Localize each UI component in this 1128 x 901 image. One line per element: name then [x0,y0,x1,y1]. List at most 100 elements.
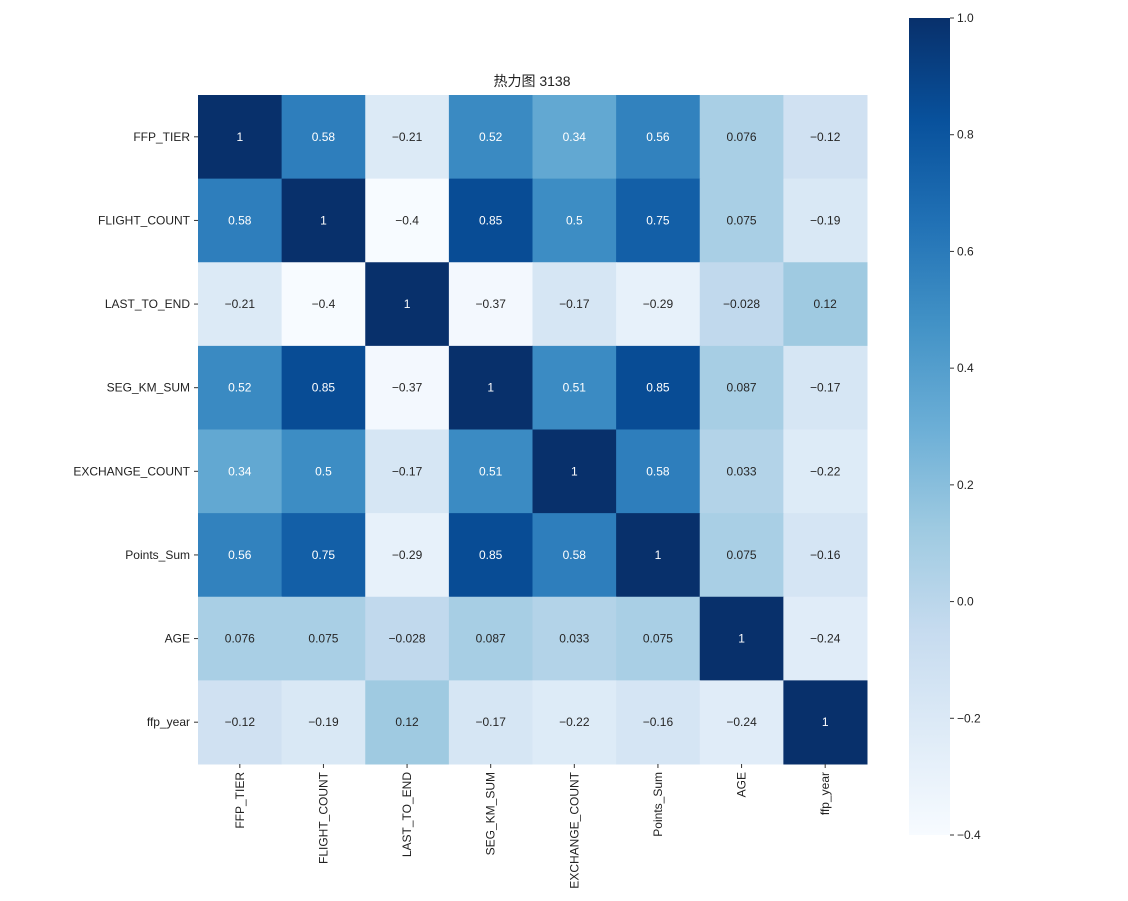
cell-annotation: 1 [236,130,243,144]
cell-annotation: 0.087 [727,381,757,395]
heatmap-cell [783,429,868,514]
cell-annotation: 0.075 [727,213,757,227]
heatmap-cell [198,345,283,430]
heatmap-cell [448,262,533,347]
heatmap-cell [281,596,366,681]
cell-annotation: −0.028 [389,632,426,646]
y-tick-label: FFP_TIER [133,130,190,144]
colorbar-tick-label: −0.4 [957,828,981,842]
x-tick-label: LAST_TO_END [400,772,414,857]
cell-annotation: −0.12 [810,130,841,144]
heatmap-cell [783,596,868,681]
cell-annotation: −0.17 [559,297,590,311]
x-tick-label: ffp_year [818,772,832,815]
cell-annotation: 0.58 [228,213,252,227]
cell-annotation: 0.58 [646,464,670,478]
heatmap-cell [365,262,450,347]
cell-annotation: 0.5 [315,464,332,478]
cell-annotation: 1 [738,632,745,646]
cell-annotation: −0.37 [392,381,423,395]
heatmap-cell [281,513,366,598]
heatmap-cell [616,262,701,347]
heatmap-cell [699,95,784,180]
cell-annotation: −0.37 [476,297,507,311]
heatmap-cell [532,596,617,681]
heatmap-cell [198,680,283,765]
cell-annotation: 0.5 [566,213,583,227]
cell-annotation: 1 [655,548,662,562]
cell-annotation: 0.075 [643,632,673,646]
heatmap-cell [532,429,617,514]
cell-annotation: 0.12 [814,297,838,311]
cell-annotation: 0.34 [563,130,587,144]
cell-annotation: 0.076 [727,130,757,144]
y-tick-label: SEG_KM_SUM [107,381,190,395]
cell-annotation: 0.12 [395,715,419,729]
heatmap-cell [532,262,617,347]
heatmap-cell [783,513,868,598]
cell-annotation: 1 [571,464,578,478]
x-tick-label: AGE [735,772,749,797]
colorbar-tick-label: 0.6 [957,244,974,258]
cell-annotation: 0.58 [563,548,587,562]
y-tick-label: FLIGHT_COUNT [98,213,191,227]
cell-annotation: −0.24 [810,632,841,646]
cell-annotation: −0.29 [643,297,674,311]
heatmap-cell [532,513,617,598]
colorbar-tick-label: 0.0 [957,595,974,609]
heatmap-cell [365,345,450,430]
cell-annotation: −0.24 [726,715,757,729]
cell-annotation: −0.29 [392,548,423,562]
x-tick-label: FLIGHT_COUNT [316,771,330,864]
heatmap-cell [281,95,366,180]
heatmap-cell [448,429,533,514]
heatmap-cell [281,178,366,263]
colorbar-tick-label: 0.8 [957,128,974,142]
x-tick-label: EXCHANGE_COUNT [567,771,581,888]
heatmap-cell [616,345,701,430]
cell-annotation: 0.85 [312,381,336,395]
y-tick-label: EXCHANGE_COUNT [73,464,190,478]
heatmap-cell [783,178,868,263]
cell-annotation: −0.17 [476,715,507,729]
heatmap-cell [448,95,533,180]
cell-annotation: 0.85 [479,548,503,562]
heatmap-cell [616,429,701,514]
cell-annotation: 0.075 [727,548,757,562]
cell-annotation: −0.19 [308,715,339,729]
cell-annotation: −0.22 [810,464,841,478]
heatmap-cell [198,596,283,681]
heatmap-cell [699,513,784,598]
y-tick-label: Points_Sum [125,548,190,562]
heatmap-cell [365,95,450,180]
heatmap-cell [783,680,868,765]
heatmap-cell [616,178,701,263]
heatmap-cell [198,178,283,263]
cell-annotation: −0.16 [643,715,674,729]
heatmap-cell [365,429,450,514]
cell-annotation: 1 [320,213,327,227]
heatmap-cell [699,178,784,263]
colorbar-tick-label: 0.4 [957,361,974,375]
heatmap-cell [699,596,784,681]
colorbar-tick-label: 0.2 [957,478,974,492]
heatmap-cell [448,596,533,681]
cell-annotation: 1 [487,381,494,395]
heatmap-cell [783,345,868,430]
cell-annotation: −0.4 [312,297,336,311]
heatmap-cell [198,262,283,347]
heatmap-cell [281,262,366,347]
colorbar-tick-label: −0.2 [957,711,981,725]
cell-annotation: 0.076 [225,632,255,646]
cell-annotation: −0.21 [225,297,256,311]
cell-annotation: 0.85 [646,381,670,395]
cell-annotation: 0.52 [228,381,252,395]
heatmap-cell [448,680,533,765]
cell-annotation: 0.56 [646,130,670,144]
colorbar [909,18,950,835]
cell-annotation: 0.75 [646,213,670,227]
x-tick-label: FFP_TIER [233,772,247,829]
heatmap-cell [532,680,617,765]
cell-annotation: 0.075 [308,632,338,646]
